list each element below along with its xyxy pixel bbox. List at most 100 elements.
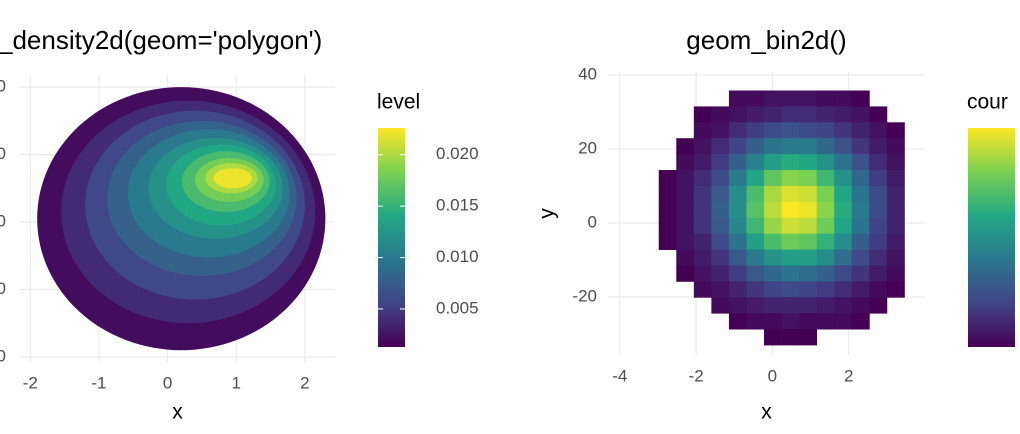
bin-tile <box>886 233 905 250</box>
bin-tile <box>886 249 905 266</box>
bin-tile <box>834 249 853 266</box>
density-band <box>213 168 252 189</box>
bin-tile <box>851 154 870 171</box>
bin-tile <box>746 249 765 266</box>
bin-tile <box>834 122 853 139</box>
bin-tile <box>869 170 888 187</box>
bin-tile <box>781 90 800 107</box>
legend-label: 0.015 <box>436 196 479 215</box>
bin-tile <box>886 185 905 203</box>
bin-tile <box>676 154 695 171</box>
y-axis-label: y <box>536 208 559 219</box>
bin-tile <box>816 90 835 107</box>
bin-tile <box>886 217 905 235</box>
bin-tile <box>834 281 853 298</box>
bin-tile <box>728 90 747 107</box>
bin-tile <box>781 201 800 219</box>
bin-tile <box>728 217 747 235</box>
x-axis-label: x <box>172 401 183 424</box>
bin-tile <box>869 249 888 266</box>
bin-tile <box>851 201 870 219</box>
bin-tile <box>886 138 905 155</box>
bin-tile <box>834 297 853 314</box>
bin-tile <box>834 170 853 187</box>
bin-tile <box>746 233 765 250</box>
bin-tile <box>693 217 712 235</box>
bin-tile <box>658 185 677 203</box>
bin-tile <box>711 201 730 219</box>
x-tick-label: -2 <box>689 366 704 385</box>
bin-tile <box>711 170 730 187</box>
bin-tile <box>693 249 712 266</box>
bin-tile <box>728 313 747 330</box>
bin-tile <box>676 249 695 266</box>
bin-tile <box>799 201 818 219</box>
x-tick-label: 0 <box>768 366 777 385</box>
bin-tile <box>816 233 835 250</box>
bin-tile <box>711 138 730 155</box>
bin-tile <box>764 217 782 235</box>
legend-title: cour <box>967 91 1008 114</box>
bin-tile <box>886 122 905 139</box>
bin-tile <box>658 233 677 250</box>
legend-label: 0.020 <box>436 144 479 163</box>
bin-tile <box>746 106 765 123</box>
bin-tile <box>816 265 835 282</box>
legend-title: level <box>377 91 420 114</box>
bin-tile <box>834 90 853 107</box>
bin-tile <box>799 297 818 314</box>
bin-tile <box>886 265 905 282</box>
bin-tile <box>834 138 853 155</box>
y-tick-label: -20 <box>0 279 6 298</box>
y-tick-label: 0 <box>0 212 6 231</box>
bin-tile <box>728 122 747 139</box>
bin-tile <box>676 138 695 155</box>
bin-tile <box>851 170 870 187</box>
bin-tile <box>834 185 853 203</box>
bin-tile <box>746 201 765 219</box>
bin-tile <box>676 185 695 203</box>
bin-tile <box>799 329 818 346</box>
bin-tile <box>711 185 730 203</box>
bin-tile <box>834 201 853 219</box>
bin-tile <box>781 122 800 139</box>
bin-tile <box>764 329 782 346</box>
chart-title: geom_bin2d() <box>686 25 846 55</box>
bin-tile <box>764 297 782 314</box>
bin-tile <box>851 265 870 282</box>
bin-tile <box>693 106 712 123</box>
bin-tile <box>676 217 695 235</box>
bin-tile <box>711 122 730 139</box>
bin-tile <box>658 170 677 187</box>
bin-tile <box>711 217 730 235</box>
bin-tile <box>693 154 712 171</box>
bin-tile <box>799 138 818 155</box>
colorbar <box>378 128 405 347</box>
bin-tile <box>816 138 835 155</box>
bin-tile <box>851 313 870 330</box>
bin-tile <box>764 154 782 171</box>
bin-tile <box>764 185 782 203</box>
bin-tile <box>781 329 800 346</box>
bin-tile <box>711 265 730 282</box>
bin-tile <box>851 122 870 139</box>
bin-tile <box>799 154 818 171</box>
bin-tile <box>728 154 747 171</box>
bin-tile <box>693 170 712 187</box>
bin-tile <box>869 138 888 155</box>
bin-tile <box>728 233 747 250</box>
bin-tile <box>728 106 747 123</box>
bin-tile <box>676 201 695 219</box>
bin-tile <box>746 154 765 171</box>
bin-tile <box>886 154 905 171</box>
bin-tile <box>851 281 870 298</box>
bin-tile <box>764 249 782 266</box>
bin-tile <box>711 281 730 298</box>
bin-tile <box>869 233 888 250</box>
bin-tile <box>746 90 765 107</box>
bin-tile <box>851 297 870 314</box>
bin-tile <box>781 170 800 187</box>
bin-tile <box>764 138 782 155</box>
bin-tile <box>869 265 888 282</box>
